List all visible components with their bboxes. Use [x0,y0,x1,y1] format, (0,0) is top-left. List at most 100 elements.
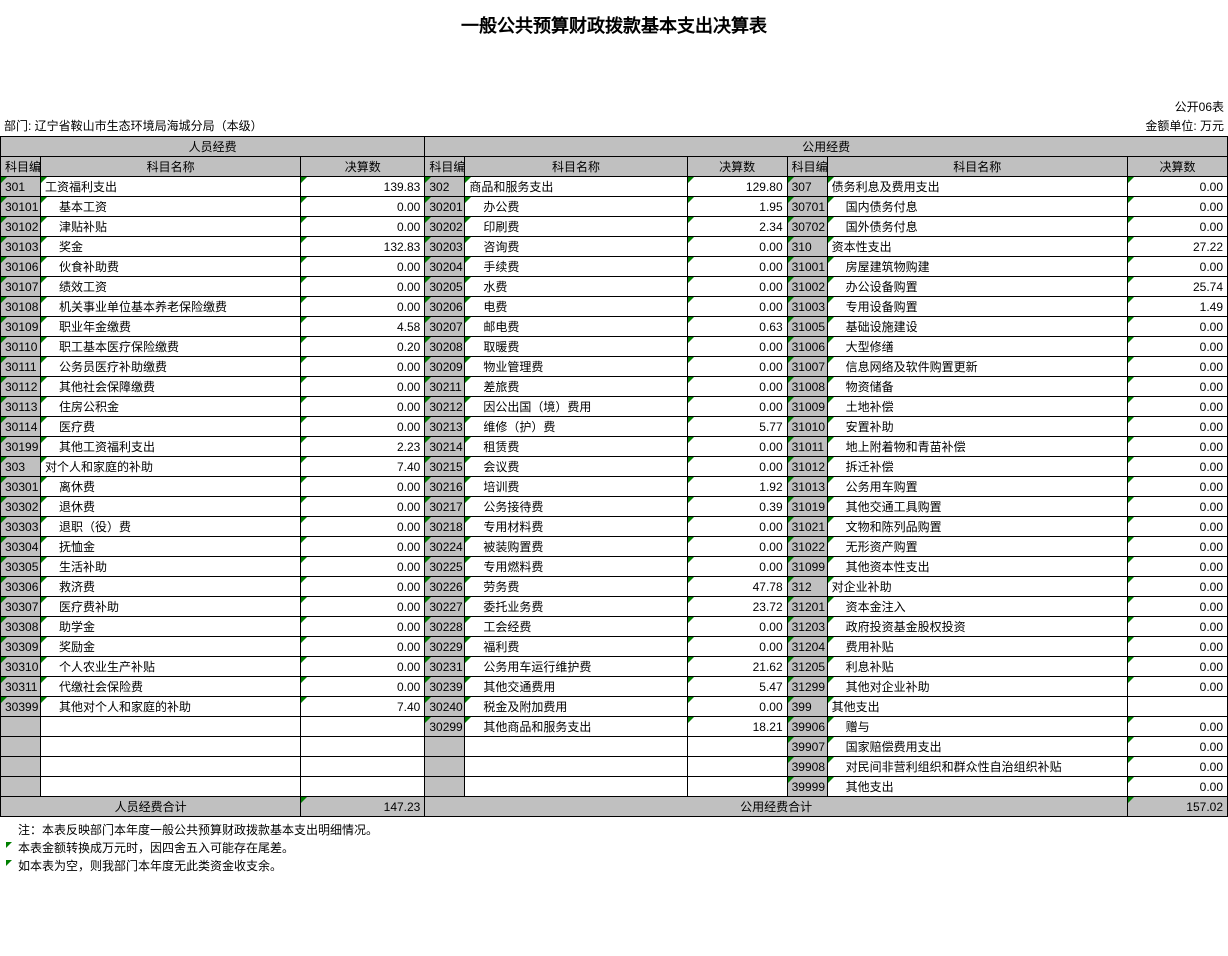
cell-code: 310 [787,237,827,257]
cell-value [687,777,787,797]
cell-name: 信息网络及软件购置更新 [827,357,1127,377]
cell-code: 31203 [787,617,827,637]
cell-name: 其他商品和服务支出 [465,717,687,737]
cell-name: 国外债务付息 [827,217,1127,237]
cell-value: 0.00 [1127,517,1227,537]
cell-name: 津贴补贴 [41,217,301,237]
cell-name: 会议费 [465,457,687,477]
cell-value [1127,697,1227,717]
cell-name: 医疗费 [41,417,301,437]
cell-name [41,757,301,777]
cell-name: 绩效工资 [41,277,301,297]
cell-name: 国家赔偿费用支出 [827,737,1127,757]
cell-name: 对企业补助 [827,577,1127,597]
cell-code: 30302 [1,497,41,517]
cell-value: 0.00 [1127,217,1227,237]
cell-code: 30113 [1,397,41,417]
cell-name: 其他社会保障缴费 [41,377,301,397]
cell-value: 0.00 [301,277,425,297]
cell-code: 31204 [787,637,827,657]
table-row: 30299其他商品和服务支出18.2139906赠与0.00 [1,717,1228,737]
cell-name: 水费 [465,277,687,297]
cell-name: 医疗费补助 [41,597,301,617]
cell-code: 31201 [787,597,827,617]
group-header-a: 人员经费 [1,137,425,157]
cell-value: 21.62 [687,657,787,677]
cell-code: 30301 [1,477,41,497]
cell-value: 1.92 [687,477,787,497]
cell-code: 30204 [425,257,465,277]
cell-name [465,737,687,757]
cell-name: 福利费 [465,637,687,657]
cell-code: 39906 [787,717,827,737]
table-row: 30306救济费0.0030226劳务费47.78312对企业补助0.00 [1,577,1228,597]
table-row: 30101基本工资0.0030201办公费1.9530701国内债务付息0.00 [1,197,1228,217]
table-body: 301工资福利支出139.83302商品和服务支出129.80307债务利息及费… [1,177,1228,797]
cell-name: 工资福利支出 [41,177,301,197]
cell-name: 职业年金缴费 [41,317,301,337]
cell-value: 0.00 [687,277,787,297]
table-row: 30114医疗费0.0030213维修（护）费5.7731010安置补助0.00 [1,417,1228,437]
cell-value: 0.00 [1127,317,1227,337]
cell-name: 差旅费 [465,377,687,397]
cell-code: 30228 [425,617,465,637]
cell-code: 30103 [1,237,41,257]
cell-code: 30224 [425,537,465,557]
cell-value: 0.00 [1127,357,1227,377]
cell-code [1,757,41,777]
cell-code: 30306 [1,577,41,597]
cell-name: 文物和陈列品购置 [827,517,1127,537]
cell-code: 31003 [787,297,827,317]
cell-value: 0.00 [1127,497,1227,517]
cell-code: 30399 [1,697,41,717]
cell-value: 0.00 [1127,557,1227,577]
cell-code: 31006 [787,337,827,357]
cell-name [41,717,301,737]
total-a-label: 人员经费合计 [1,797,301,817]
cell-code: 30308 [1,617,41,637]
col-name-c: 科目名称 [827,157,1127,177]
cell-value: 7.40 [301,697,425,717]
cell-name: 其他对个人和家庭的补助 [41,697,301,717]
cell-value: 5.47 [687,677,787,697]
total-a-value: 147.23 [301,797,425,817]
cell-name: 税金及附加费用 [465,697,687,717]
cell-code: 301 [1,177,41,197]
cell-name: 其他资本性支出 [827,557,1127,577]
cell-code: 31008 [787,377,827,397]
cell-name [465,757,687,777]
table-row: 39908对民间非营利组织和群众性自治组织补贴0.00 [1,757,1228,777]
cell-code: 30109 [1,317,41,337]
cell-value: 0.00 [301,397,425,417]
table-row: 30301离休费0.0030216培训费1.9231013公务用车购置0.00 [1,477,1228,497]
cell-code: 30218 [425,517,465,537]
budget-table: 人员经费 公用经费 科目编码 科目名称 决算数 科目编码 科目名称 决算数 科目… [0,136,1228,817]
cell-name [465,777,687,797]
page-title: 一般公共预算财政拨款基本支出决算表 [0,0,1228,98]
cell-name: 抚恤金 [41,537,301,557]
table-row: 30111公务员医疗补助缴费0.0030209物业管理费0.0031007信息网… [1,357,1228,377]
cell-value: 129.80 [687,177,787,197]
cell-name: 公务用车运行维护费 [465,657,687,677]
cell-value: 47.78 [687,577,787,597]
cell-name: 专用燃料费 [465,557,687,577]
cell-name: 退休费 [41,497,301,517]
cell-name: 被装购置费 [465,537,687,557]
cell-name: 其他支出 [827,697,1127,717]
cell-value: 0.00 [301,517,425,537]
meta-row-2: 部门: 辽宁省鞍山市生态环境局海城分局（本级） 金额单位: 万元 [0,117,1228,136]
cell-value: 0.00 [1127,637,1227,657]
cell-code: 30212 [425,397,465,417]
cell-code: 30114 [1,417,41,437]
cell-name: 电费 [465,297,687,317]
cell-value: 0.00 [687,537,787,557]
cell-value: 25.74 [1127,277,1227,297]
cell-value: 0.00 [1127,417,1227,437]
cell-value: 0.00 [687,297,787,317]
cell-code: 30203 [425,237,465,257]
cell-code: 31012 [787,457,827,477]
cell-code [425,757,465,777]
table-row: 30310个人农业生产补贴0.0030231公务用车运行维护费21.623120… [1,657,1228,677]
cell-value: 0.00 [301,357,425,377]
cell-value: 0.00 [301,497,425,517]
